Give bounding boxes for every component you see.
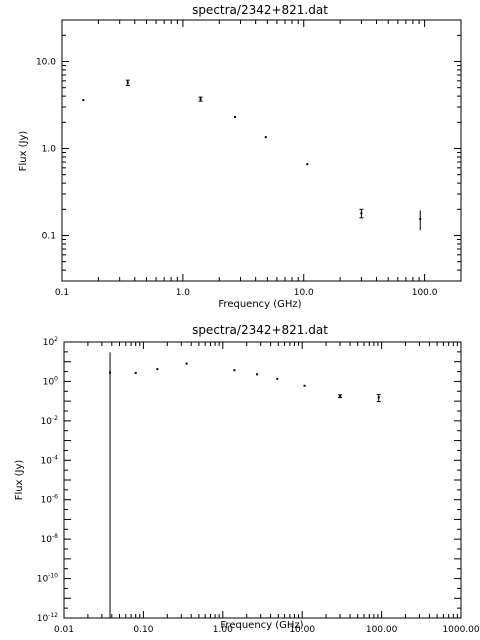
chart-title: spectra/2342+821.dat <box>192 323 328 337</box>
y-tick-label: 100 <box>43 375 58 387</box>
data-point <box>199 98 202 101</box>
x-axis-label: Frequency (GHz) <box>218 299 301 310</box>
plot-frame <box>63 341 462 619</box>
x-tick-label: 1.0 <box>176 288 191 298</box>
y-axis-label: Flux (Jy) <box>14 460 25 501</box>
y-tick-label: 10-10 <box>37 573 58 585</box>
data-point <box>377 396 380 399</box>
data-point <box>306 163 309 166</box>
y-tick-label: 10.0 <box>36 58 56 68</box>
chart-title: spectra/2342+821.dat <box>192 3 328 17</box>
y-tick-label: 102 <box>43 336 58 348</box>
data-point <box>185 362 188 365</box>
x-tick-label: 100.00 <box>366 625 398 635</box>
y-tick-label: 10-8 <box>41 533 59 545</box>
data-point <box>109 371 112 374</box>
chart-bottom: spectra/2342+821.dat 0.01 0.10 1.00 10.00 10… <box>14 323 480 635</box>
y-axis-label: Flux (Jy) <box>18 131 29 172</box>
y-tick-label: 10-12 <box>37 612 58 624</box>
y-tick-label: 0.1 <box>42 232 56 242</box>
data-point <box>303 384 306 387</box>
data-point <box>134 371 137 374</box>
x-tick-label: 0.1 <box>55 288 69 298</box>
data-point <box>276 377 279 380</box>
data-point <box>360 212 363 215</box>
y-tick-label: 10-4 <box>41 454 59 466</box>
data-point <box>234 116 237 119</box>
x-tick-label: 0.01 <box>54 625 74 635</box>
data-point <box>82 99 85 102</box>
data-point <box>156 368 159 371</box>
data-point <box>339 395 342 398</box>
data-point <box>126 81 129 84</box>
data-point <box>419 217 422 220</box>
x-tick-label: 10.0 <box>294 288 314 298</box>
y-tick-label: 10-2 <box>41 415 59 427</box>
y-tick-label: 10-6 <box>41 494 59 506</box>
chart-top: spectra/2342+821.dat 0.1 1.0 10.0 100.0 0.1… <box>18 3 462 310</box>
x-tick-label: 1000.00 <box>442 625 479 635</box>
x-tick-label: 10.00 <box>289 625 315 635</box>
x-tick-label: 100.0 <box>412 288 438 298</box>
plot-frame <box>61 19 462 282</box>
x-tick-label: 0.10 <box>133 625 153 635</box>
x-tick-label: 1.00 <box>213 625 233 635</box>
data-point <box>256 373 259 376</box>
data-point <box>233 369 236 372</box>
x-axis-label: Frequency (GHz) <box>220 620 303 631</box>
data-point <box>264 136 267 139</box>
y-tick-label: 1.0 <box>42 145 57 155</box>
